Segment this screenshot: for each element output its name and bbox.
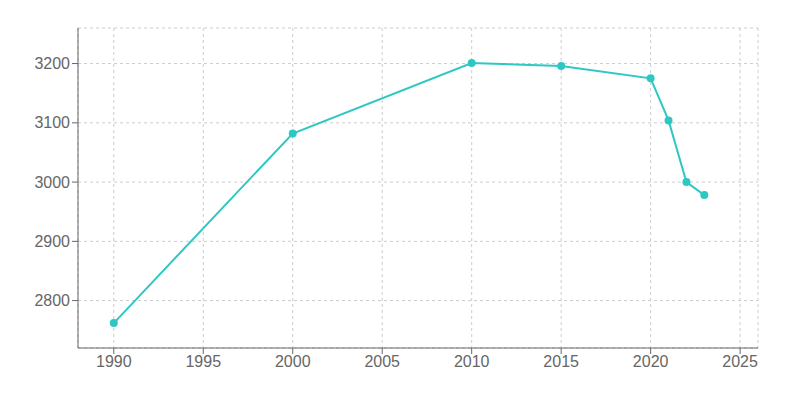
- svg-text:2015: 2015: [543, 353, 579, 370]
- svg-text:2800: 2800: [34, 292, 70, 309]
- svg-text:2020: 2020: [633, 353, 669, 370]
- svg-text:1990: 1990: [96, 353, 132, 370]
- svg-text:1995: 1995: [185, 353, 221, 370]
- svg-text:2025: 2025: [722, 353, 758, 370]
- svg-text:3200: 3200: [34, 55, 70, 72]
- svg-text:2000: 2000: [275, 353, 311, 370]
- svg-text:3000: 3000: [34, 174, 70, 191]
- svg-text:2010: 2010: [454, 353, 490, 370]
- svg-text:2005: 2005: [364, 353, 400, 370]
- svg-text:2900: 2900: [34, 233, 70, 250]
- svg-text:3100: 3100: [34, 114, 70, 131]
